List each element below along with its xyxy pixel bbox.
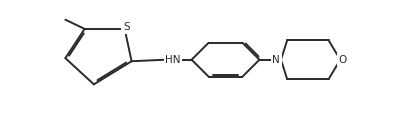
Text: N: N <box>272 55 280 65</box>
Text: O: O <box>339 55 347 65</box>
Text: S: S <box>123 22 130 32</box>
Text: HN: HN <box>165 55 181 65</box>
